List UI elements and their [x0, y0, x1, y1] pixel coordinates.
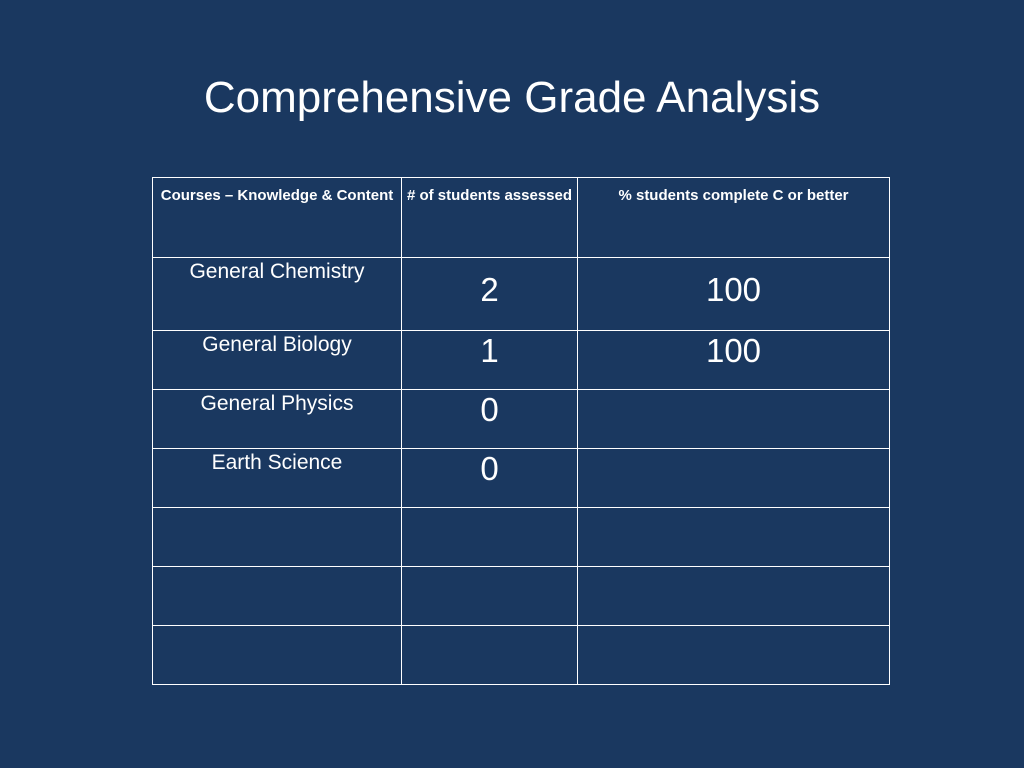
table-row: General Chemistry 2 100	[152, 257, 890, 331]
course-cell: General Physics	[152, 389, 402, 449]
percent-cell	[577, 389, 890, 449]
students-cell	[401, 507, 578, 567]
course-cell: Earth Science	[152, 448, 402, 508]
table-row: Earth Science 0	[152, 448, 890, 508]
students-cell: 0	[401, 389, 578, 449]
header-percent-c-or-better: % students complete C or better	[577, 177, 890, 258]
percent-cell: 100	[577, 257, 890, 331]
slide-title: Comprehensive Grade Analysis	[203, 73, 821, 122]
students-cell: 2	[401, 257, 578, 331]
header-students-assessed: # of students assessed	[401, 177, 578, 258]
percent-cell: 100	[577, 330, 890, 390]
course-cell	[152, 566, 402, 626]
course-cell: General Biology	[152, 330, 402, 390]
grade-analysis-table: Courses – Knowledge & Content # of stude…	[152, 177, 890, 685]
course-cell	[152, 507, 402, 567]
header-courses: Courses – Knowledge & Content	[152, 177, 402, 258]
students-cell: 1	[401, 330, 578, 390]
table-header-row: Courses – Knowledge & Content # of stude…	[152, 177, 890, 258]
table-row: General Biology 1 100	[152, 330, 890, 390]
table-row: General Physics 0	[152, 389, 890, 449]
percent-cell	[577, 625, 890, 685]
percent-cell	[577, 448, 890, 508]
table-row	[152, 566, 890, 626]
table-row	[152, 507, 890, 567]
students-cell	[401, 625, 578, 685]
students-cell	[401, 566, 578, 626]
course-cell	[152, 625, 402, 685]
course-cell: General Chemistry	[152, 257, 402, 331]
table-row	[152, 625, 890, 685]
percent-cell	[577, 566, 890, 626]
students-cell: 0	[401, 448, 578, 508]
percent-cell	[577, 507, 890, 567]
